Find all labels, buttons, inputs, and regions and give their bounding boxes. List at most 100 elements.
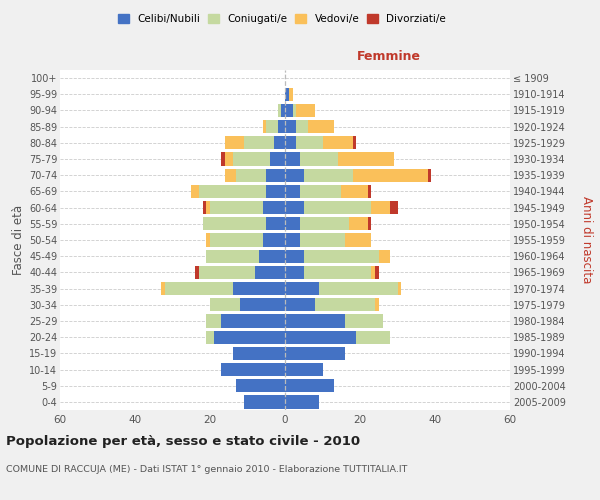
Bar [398,282,401,295]
Bar [300,217,349,230]
Bar [285,88,289,101]
Bar [285,266,304,279]
Text: Popolazione per età, sesso e stato civile - 2010: Popolazione per età, sesso e stato civil… [6,435,360,448]
Bar [266,185,285,198]
Bar [367,217,371,230]
Bar [315,298,375,312]
Bar [210,234,263,246]
Bar [308,120,334,134]
Bar [285,396,319,408]
Bar [296,120,308,134]
Bar [285,104,293,117]
Bar [281,104,285,117]
Bar [356,330,390,344]
Bar [293,104,296,117]
Bar [285,363,323,376]
Bar [244,136,274,149]
Bar [191,185,199,198]
Bar [296,104,315,117]
Bar [233,152,270,166]
Bar [285,201,304,214]
Bar [263,120,266,134]
Bar [210,298,240,312]
Bar [225,152,233,166]
Bar [263,201,285,214]
Bar [285,152,300,166]
Bar [221,314,285,328]
Bar [349,217,367,230]
Y-axis label: Fasce di età: Fasce di età [11,205,25,275]
Bar [266,217,285,230]
Bar [337,152,394,166]
Bar [323,136,353,149]
Bar [285,314,345,328]
Bar [300,234,345,246]
Bar [240,298,285,312]
Bar [367,185,371,198]
Bar [210,201,263,214]
Bar [285,346,345,360]
Bar [214,330,285,344]
Bar [390,201,398,214]
Bar [266,168,285,182]
Bar [285,250,304,263]
Bar [345,234,371,246]
Text: Femmine: Femmine [356,50,421,63]
Bar [255,266,285,279]
Bar [233,282,285,295]
Bar [221,363,285,376]
Bar [236,168,266,182]
Bar [277,120,285,134]
Bar [285,234,300,246]
Bar [285,282,319,295]
Bar [304,250,379,263]
Bar [375,298,379,312]
Bar [259,250,285,263]
Bar [236,379,285,392]
Bar [289,88,293,101]
Bar [165,282,233,295]
Bar [285,379,334,392]
Bar [285,298,315,312]
Bar [304,266,371,279]
Bar [199,185,266,198]
Bar [203,201,206,214]
Bar [379,250,390,263]
Bar [206,234,210,246]
Bar [304,168,353,182]
Text: COMUNE DI RACCUJA (ME) - Dati ISTAT 1° gennaio 2010 - Elaborazione TUTTITALIA.IT: COMUNE DI RACCUJA (ME) - Dati ISTAT 1° g… [6,465,407,474]
Bar [206,314,221,328]
Bar [300,185,341,198]
Bar [285,185,300,198]
Bar [270,152,285,166]
Bar [304,201,371,214]
Bar [375,266,379,279]
Bar [263,234,285,246]
Bar [195,266,199,279]
Bar [206,330,214,344]
Bar [371,266,375,279]
Bar [427,168,431,182]
Bar [161,282,165,295]
Bar [225,136,244,149]
Bar [285,120,296,134]
Bar [285,217,300,230]
Bar [277,104,281,117]
Bar [345,314,383,328]
Bar [319,282,398,295]
Bar [225,168,236,182]
Y-axis label: Anni di nascita: Anni di nascita [580,196,593,284]
Bar [274,136,285,149]
Legend: Celibi/Nubili, Coniugati/e, Vedovi/e, Divorziati/e: Celibi/Nubili, Coniugati/e, Vedovi/e, Di… [113,10,451,29]
Bar [199,266,255,279]
Bar [285,330,356,344]
Bar [206,250,259,263]
Bar [353,168,427,182]
Bar [353,136,356,149]
Bar [244,396,285,408]
Bar [221,152,225,166]
Bar [233,346,285,360]
Bar [341,185,367,198]
Bar [206,201,210,214]
Bar [266,120,277,134]
